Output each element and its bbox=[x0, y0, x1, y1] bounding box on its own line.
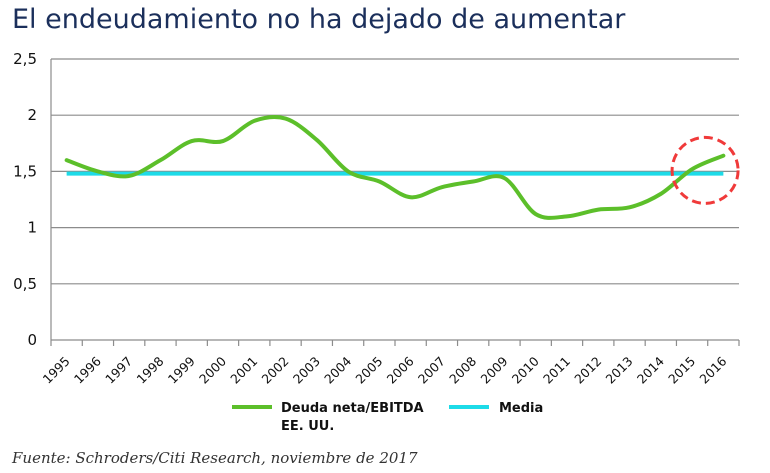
legend-label-deuda: EE. UU. bbox=[281, 419, 334, 434]
x-tick-label: 2000 bbox=[196, 353, 229, 386]
x-tick-label: 2008 bbox=[446, 353, 479, 386]
x-tick-label: 2014 bbox=[634, 353, 667, 386]
y-tick-label: 0 bbox=[27, 331, 37, 349]
x-tick-label: 2013 bbox=[603, 354, 636, 387]
x-tick-label: 2010 bbox=[509, 353, 542, 386]
y-tick-label: 1 bbox=[27, 219, 37, 237]
series-line-deuda bbox=[64, 114, 726, 220]
x-tick-label: 2004 bbox=[321, 353, 354, 386]
x-tick-label: 2016 bbox=[696, 353, 729, 386]
x-tick-label: 2003 bbox=[290, 354, 323, 387]
legend-label-deuda: Deuda neta/EBITDA bbox=[281, 401, 424, 416]
x-tick-label: 2002 bbox=[259, 354, 292, 387]
x-tick-label: 2001 bbox=[227, 354, 260, 387]
x-tick-label: 1998 bbox=[133, 353, 166, 386]
x-tick-label: 2009 bbox=[477, 353, 510, 386]
x-tick-label: 2012 bbox=[571, 354, 604, 387]
y-tick-label: 2,5 bbox=[13, 50, 37, 68]
x-tick-label: 1995 bbox=[40, 354, 73, 387]
y-tick-label: 0,5 bbox=[13, 275, 37, 293]
x-tick-label: 2006 bbox=[384, 353, 417, 386]
x-tick-label: 2005 bbox=[352, 354, 385, 387]
x-tick-label: 2007 bbox=[415, 354, 448, 387]
source-note: Fuente: Schroders/Citi Research, noviemb… bbox=[12, 449, 418, 467]
x-tick-label: 1996 bbox=[71, 353, 104, 386]
chart-title: El endeudamiento no ha dejado de aumenta… bbox=[12, 4, 626, 35]
highlight-circle bbox=[670, 135, 740, 205]
x-tick-label: 2011 bbox=[540, 354, 573, 387]
x-tick-label: 2015 bbox=[665, 354, 698, 387]
legend-label-media: Media bbox=[499, 401, 543, 416]
y-tick-label: 1,5 bbox=[13, 162, 37, 180]
x-tick-label: 1997 bbox=[102, 354, 135, 387]
x-tick-label: 1999 bbox=[165, 353, 198, 386]
y-tick-label: 2 bbox=[27, 106, 37, 124]
